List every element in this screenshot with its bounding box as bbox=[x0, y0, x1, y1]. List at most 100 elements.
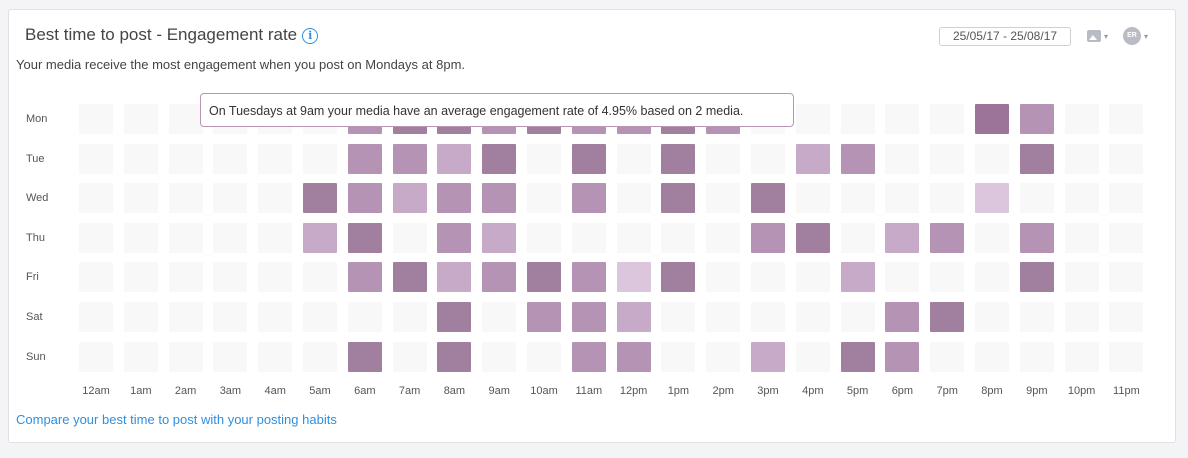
heatmap-cell-sat-5pm[interactable] bbox=[840, 302, 875, 332]
heatmap-cell-tue-5am[interactable] bbox=[303, 143, 337, 174]
heatmap-cell-mon-8pm[interactable] bbox=[975, 104, 1009, 134]
heatmap-cell-fri-11pm[interactable] bbox=[1109, 262, 1144, 293]
heatmap-cell-fri-5pm[interactable] bbox=[840, 262, 875, 293]
heatmap-cell-tue-8pm[interactable] bbox=[975, 143, 1009, 174]
heatmap-cell-thu-4pm[interactable] bbox=[795, 222, 830, 253]
heatmap-cell-tue-11pm[interactable] bbox=[1109, 143, 1144, 174]
heatmap-cell-tue-4am[interactable] bbox=[258, 143, 293, 174]
heatmap-cell-mon-11pm[interactable] bbox=[1109, 104, 1144, 134]
heatmap-cell-wed-3pm[interactable] bbox=[751, 183, 785, 214]
heatmap-cell-fri-3am[interactable] bbox=[213, 262, 248, 293]
heatmap-cell-sat-2pm[interactable] bbox=[706, 302, 741, 332]
heatmap-cell-wed-5am[interactable] bbox=[303, 183, 337, 214]
heatmap-cell-wed-11pm[interactable] bbox=[1109, 183, 1144, 214]
heatmap-cell-wed-9am[interactable] bbox=[482, 183, 517, 214]
heatmap-cell-tue-6pm[interactable] bbox=[885, 143, 920, 174]
heatmap-cell-thu-2pm[interactable] bbox=[706, 222, 741, 253]
heatmap-cell-fri-2am[interactable] bbox=[168, 262, 203, 293]
heatmap-cell-sun-12am[interactable] bbox=[79, 341, 113, 372]
heatmap-cell-sun-8am[interactable] bbox=[437, 341, 472, 372]
heatmap-cell-thu-11am[interactable] bbox=[571, 222, 606, 253]
heatmap-cell-wed-4am[interactable] bbox=[258, 183, 293, 214]
heatmap-cell-fri-1pm[interactable] bbox=[661, 262, 696, 293]
heatmap-cell-fri-10am[interactable] bbox=[527, 262, 561, 293]
heatmap-cell-mon-10pm[interactable] bbox=[1064, 104, 1099, 134]
heatmap-cell-fri-11am[interactable] bbox=[571, 262, 606, 293]
heatmap-cell-wed-1pm[interactable] bbox=[661, 183, 696, 214]
heatmap-cell-wed-5pm[interactable] bbox=[840, 183, 875, 214]
heatmap-cell-sat-4pm[interactable] bbox=[795, 302, 830, 332]
heatmap-cell-wed-3am[interactable] bbox=[213, 183, 248, 214]
heatmap-cell-sat-7am[interactable] bbox=[392, 302, 427, 332]
heatmap-cell-wed-7pm[interactable] bbox=[930, 183, 965, 214]
heatmap-cell-sat-11am[interactable] bbox=[571, 302, 606, 332]
heatmap-cell-tue-1am[interactable] bbox=[123, 143, 158, 174]
heatmap-cell-sun-11pm[interactable] bbox=[1109, 341, 1144, 372]
heatmap-cell-thu-10pm[interactable] bbox=[1064, 222, 1099, 253]
heatmap-cell-thu-7pm[interactable] bbox=[930, 222, 965, 253]
heatmap-cell-sun-5am[interactable] bbox=[303, 341, 337, 372]
heatmap-cell-thu-3am[interactable] bbox=[213, 222, 248, 253]
heatmap-cell-tue-10am[interactable] bbox=[527, 143, 561, 174]
heatmap-cell-tue-1pm[interactable] bbox=[661, 143, 696, 174]
heatmap-cell-sat-3am[interactable] bbox=[213, 302, 248, 332]
heatmap-cell-sun-1pm[interactable] bbox=[661, 341, 696, 372]
heatmap-cell-tue-5pm[interactable] bbox=[840, 143, 875, 174]
heatmap-cell-tue-3am[interactable] bbox=[213, 143, 248, 174]
heatmap-cell-tue-6am[interactable] bbox=[347, 143, 382, 174]
heatmap-cell-sat-12pm[interactable] bbox=[616, 302, 651, 332]
date-range-picker[interactable]: 25/05/17 - 25/08/17 bbox=[939, 27, 1071, 46]
heatmap-cell-tue-9pm[interactable] bbox=[1019, 143, 1054, 174]
heatmap-cell-tue-2am[interactable] bbox=[168, 143, 203, 174]
compare-posting-habits-link[interactable]: Compare your best time to post with your… bbox=[16, 412, 337, 427]
heatmap-cell-sat-6am[interactable] bbox=[347, 302, 382, 332]
heatmap-cell-wed-8pm[interactable] bbox=[975, 183, 1009, 214]
heatmap-cell-thu-12am[interactable] bbox=[79, 222, 113, 253]
heatmap-cell-sat-9pm[interactable] bbox=[1019, 302, 1054, 332]
heatmap-cell-mon-12am[interactable] bbox=[79, 104, 113, 134]
heatmap-cell-mon-2am[interactable] bbox=[168, 104, 203, 134]
heatmap-cell-thu-2am[interactable] bbox=[168, 222, 203, 253]
heatmap-cell-mon-5pm[interactable] bbox=[840, 104, 875, 134]
heatmap-cell-thu-1pm[interactable] bbox=[661, 222, 696, 253]
heatmap-cell-wed-10pm[interactable] bbox=[1064, 183, 1099, 214]
heatmap-cell-wed-9pm[interactable] bbox=[1019, 183, 1054, 214]
heatmap-cell-tue-8am[interactable] bbox=[437, 143, 472, 174]
heatmap-cell-fri-6am[interactable] bbox=[347, 262, 382, 293]
heatmap-cell-tue-3pm[interactable] bbox=[751, 143, 785, 174]
heatmap-cell-wed-1am[interactable] bbox=[123, 183, 158, 214]
heatmap-cell-sat-4am[interactable] bbox=[258, 302, 293, 332]
heatmap-cell-sat-11pm[interactable] bbox=[1109, 302, 1144, 332]
info-icon[interactable]: i bbox=[302, 28, 319, 44]
heatmap-cell-thu-12pm[interactable] bbox=[616, 222, 651, 253]
heatmap-cell-fri-4pm[interactable] bbox=[795, 262, 830, 293]
heatmap-cell-mon-7pm[interactable] bbox=[930, 104, 965, 134]
heatmap-cell-tue-12pm[interactable] bbox=[616, 143, 651, 174]
account-dropdown[interactable]: ER ▾ bbox=[1123, 27, 1148, 45]
heatmap-cell-thu-8am[interactable] bbox=[437, 222, 472, 253]
heatmap-cell-fri-9am[interactable] bbox=[482, 262, 517, 293]
heatmap-cell-fri-3pm[interactable] bbox=[751, 262, 785, 293]
heatmap-cell-fri-7am[interactable] bbox=[392, 262, 427, 293]
heatmap-cell-sat-1pm[interactable] bbox=[661, 302, 696, 332]
heatmap-cell-thu-10am[interactable] bbox=[527, 222, 561, 253]
heatmap-cell-sat-10pm[interactable] bbox=[1064, 302, 1099, 332]
heatmap-cell-thu-6pm[interactable] bbox=[885, 222, 920, 253]
heatmap-cell-sun-7pm[interactable] bbox=[930, 341, 965, 372]
heatmap-cell-tue-7pm[interactable] bbox=[930, 143, 965, 174]
heatmap-cell-wed-8am[interactable] bbox=[437, 183, 472, 214]
heatmap-cell-wed-11am[interactable] bbox=[571, 183, 606, 214]
heatmap-cell-thu-7am[interactable] bbox=[392, 222, 427, 253]
heatmap-cell-sun-3am[interactable] bbox=[213, 341, 248, 372]
heatmap-cell-thu-5pm[interactable] bbox=[840, 222, 875, 253]
heatmap-cell-thu-4am[interactable] bbox=[258, 222, 293, 253]
heatmap-cell-tue-12am[interactable] bbox=[79, 143, 113, 174]
heatmap-cell-sun-10pm[interactable] bbox=[1064, 341, 1099, 372]
heatmap-cell-thu-1am[interactable] bbox=[123, 222, 158, 253]
heatmap-cell-fri-6pm[interactable] bbox=[885, 262, 920, 293]
heatmap-cell-thu-9pm[interactable] bbox=[1019, 222, 1054, 253]
heatmap-cell-sat-6pm[interactable] bbox=[885, 302, 920, 332]
heatmap-cell-mon-9pm[interactable] bbox=[1019, 104, 1054, 134]
heatmap-cell-sun-6pm[interactable] bbox=[885, 341, 920, 372]
heatmap-cell-fri-12am[interactable] bbox=[79, 262, 113, 293]
